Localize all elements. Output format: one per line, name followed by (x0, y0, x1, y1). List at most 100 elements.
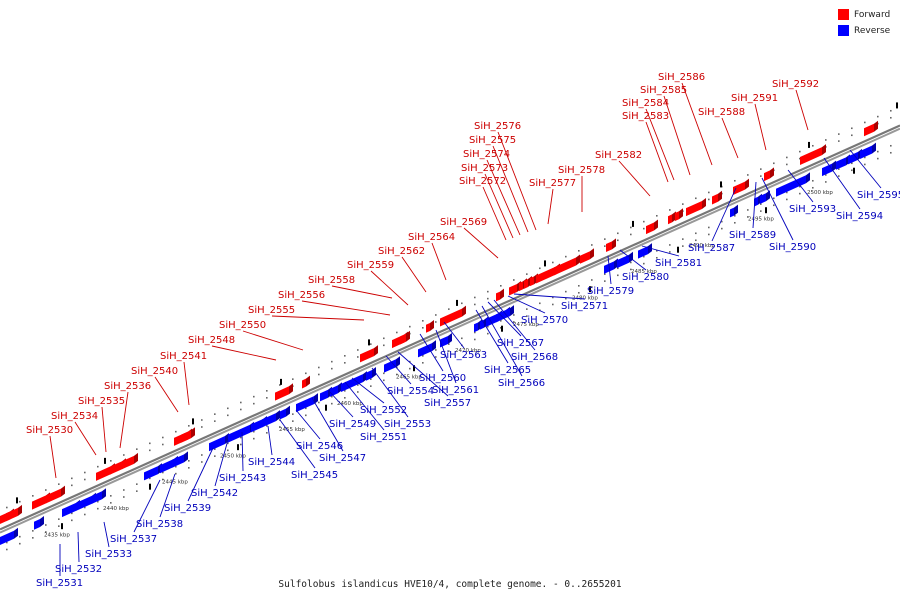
guide-dot (890, 109, 892, 112)
forward-gene-side (61, 485, 65, 497)
reverse-gene-side (314, 393, 318, 405)
forward-gene-label: SiH_2585 (640, 85, 687, 96)
forward-gene-side (430, 320, 434, 332)
forward-gene-label-leader (497, 131, 537, 231)
reverse-gene (209, 436, 225, 452)
guide-dot (136, 483, 138, 485)
reverse-gene (280, 408, 286, 420)
guide-dot (617, 274, 619, 277)
reverse-gene-label-leader (419, 333, 444, 372)
forward-gene-label: SiH_2562 (378, 246, 425, 257)
guide-dot (643, 220, 645, 223)
reverse-gene-label: SiH_2553 (384, 419, 431, 430)
forward-gene (668, 214, 672, 225)
guide-dot (695, 239, 697, 242)
guide-dot (487, 325, 489, 328)
guide-dot (266, 425, 268, 427)
forward-gene-label: SiH_2555 (248, 305, 295, 316)
guide-dot (214, 448, 216, 450)
guide-dot (435, 321, 437, 323)
guide-dot (643, 262, 645, 265)
reverse-gene (760, 193, 766, 204)
guide-dot (604, 273, 606, 275)
guide-dot (695, 197, 697, 200)
guide-dot (838, 175, 840, 177)
forward-gene-label: SiH_2584 (622, 98, 669, 109)
guide-dot (760, 175, 762, 177)
forward-gene-side (289, 383, 293, 395)
guide-dot (552, 261, 554, 264)
reverse-gene-side (629, 251, 633, 263)
guide-dot (162, 443, 164, 446)
guide-dot (123, 496, 125, 498)
guide-dot (578, 249, 580, 252)
reverse-gene (262, 413, 276, 428)
forward-gene (6, 507, 18, 522)
guide-dot (591, 286, 593, 288)
guide-dot (630, 261, 632, 264)
guide-dot (19, 542, 21, 545)
guide-dot (383, 337, 385, 340)
guide-dot (175, 465, 177, 468)
forward-gene-label: SiH_2534 (51, 411, 98, 422)
guide-dot (344, 355, 346, 357)
reverse-gene-label: SiH_2531 (36, 578, 83, 589)
guide-dot (253, 437, 255, 440)
forward-gene-label: SiH_2582 (595, 150, 642, 161)
reverse-swatch (838, 25, 849, 36)
guide-dot (526, 315, 528, 317)
guide-dot (331, 395, 333, 398)
forward-gene-label: SiH_2535 (78, 396, 125, 407)
reverse-gene-label-leader (295, 409, 321, 440)
guide-dot (97, 507, 99, 510)
reverse-gene-label-leader (311, 397, 344, 452)
guide-dot (71, 512, 73, 515)
forward-gene-label: SiH_2574 (463, 149, 510, 160)
guide-dot (370, 385, 372, 387)
guide-dot (604, 280, 606, 282)
guide-dot (422, 327, 424, 329)
forward-gene (122, 455, 134, 470)
reverse-gene-label-leader (77, 531, 80, 563)
guide-dot (656, 214, 658, 217)
reverse-gene-side (872, 142, 876, 154)
scale-label: 2465 kbp (396, 374, 422, 380)
guide-dot (877, 157, 879, 160)
forward-gene (864, 123, 874, 137)
forward-gene-label-leader (663, 95, 691, 176)
guide-dot (266, 432, 268, 434)
guide-dot (279, 384, 281, 386)
forward-gene-label-leader (463, 227, 499, 259)
forward-gene (606, 241, 612, 253)
forward-gene-label-leader (547, 188, 554, 225)
guide-dot (357, 384, 359, 386)
forward-gene-label: SiH_2578 (558, 165, 605, 176)
legend-reverse-label: Reverse (854, 25, 891, 36)
reverse-gene (172, 454, 184, 468)
reverse-gene (860, 145, 872, 160)
guide-dot (474, 303, 476, 306)
forward-gene (400, 333, 406, 345)
guide-dot (513, 314, 515, 316)
guide-dot (136, 490, 138, 492)
reverse-gene-label-leader (397, 351, 449, 397)
reverse-gene-side (276, 410, 280, 422)
reverse-gene-label-leader (385, 355, 412, 385)
guide-dot (656, 256, 658, 259)
guide-dot (318, 401, 320, 404)
reverse-gene (384, 359, 396, 373)
reverse-gene-side (184, 451, 188, 463)
guide-dot (292, 420, 294, 422)
reverse-gene-side (806, 172, 810, 184)
reverse-gene-label: SiH_2542 (191, 488, 238, 499)
forward-gene (675, 211, 679, 222)
forward-gene-label: SiH_2592 (772, 79, 819, 90)
guide-dot (890, 151, 892, 154)
guide-dot (747, 209, 749, 211)
forward-gene-label: SiH_2569 (440, 217, 487, 228)
guide-dot (253, 402, 255, 405)
guide-dot (474, 338, 476, 341)
reverse-gene-label: SiH_2566 (498, 378, 545, 389)
guide-dot (487, 297, 489, 300)
guide-dot (162, 478, 164, 481)
